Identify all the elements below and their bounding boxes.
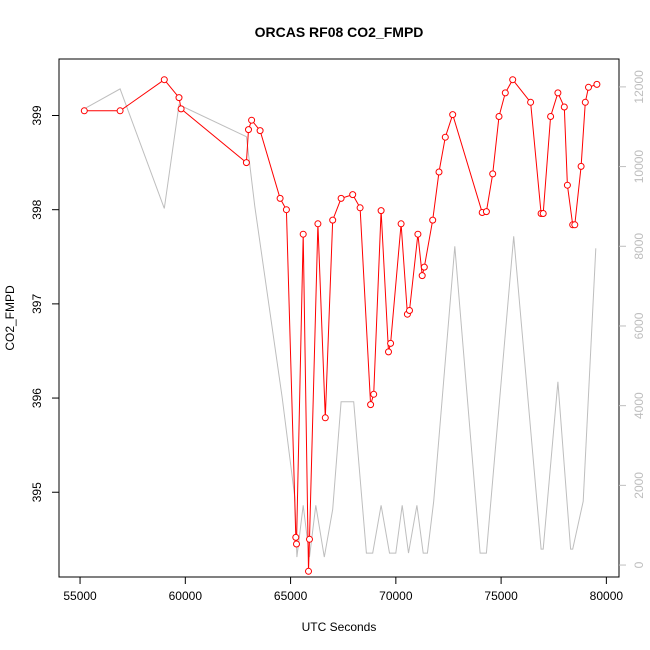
co2-point [242, 159, 250, 167]
co2-point [527, 98, 535, 106]
co2-point [441, 133, 449, 141]
x-tick-label: 55000 [63, 589, 97, 603]
co2-point [385, 348, 392, 356]
co2-point [387, 339, 395, 347]
y-left-tick-label: 399 [30, 105, 44, 125]
y-right-tick-label: 0 [632, 561, 646, 568]
x-tick-label: 60000 [169, 589, 203, 603]
y-right-tick-label: 8000 [632, 233, 646, 260]
co2-point [248, 116, 256, 124]
co2-point [547, 113, 555, 120]
co2-point [314, 220, 322, 228]
co2-point [349, 191, 357, 199]
co2-point [581, 98, 589, 106]
co2-point [292, 533, 300, 541]
co2-point [80, 107, 88, 115]
co2-point [175, 94, 183, 102]
y-left-tick-label: 396 [30, 388, 44, 408]
co2-point [245, 126, 252, 134]
co2-point [367, 401, 375, 409]
co2-point [282, 206, 290, 214]
x-tick-label: 70000 [379, 589, 413, 603]
co2-point [489, 170, 497, 178]
co2-point [418, 272, 426, 280]
y-right-tick-label: 4000 [632, 392, 646, 419]
co2-point [585, 83, 592, 91]
co2-point [593, 80, 601, 88]
co2-point [571, 221, 579, 229]
co2-point [306, 535, 313, 543]
co2-point [420, 263, 428, 271]
y-left-tick-label: 397 [30, 294, 44, 314]
co2-point [329, 216, 337, 224]
y-left-tick-label: 398 [30, 199, 44, 219]
x-tick-label: 80000 [590, 589, 624, 603]
y-right-tick-label: 12000 [632, 70, 646, 104]
co2-point [116, 107, 124, 115]
co2-point [554, 89, 562, 97]
co2-point [501, 89, 509, 97]
series-altitude [84, 88, 597, 558]
x-axis-label: UTC Seconds [302, 620, 377, 634]
co2-point [356, 204, 364, 212]
y-axis-right: 0 2000 4000 6000 8000 10000 12000 [619, 70, 646, 568]
co2-point [299, 230, 307, 238]
co2-point [337, 194, 345, 202]
co2-point [577, 162, 585, 170]
co2-point [560, 103, 568, 111]
y-axis-label: CO2_FMPD [3, 285, 17, 351]
y-left-tick-label: 395 [30, 482, 44, 502]
co2-point [435, 168, 443, 176]
x-tick-label: 65000 [274, 589, 308, 603]
co2-point [509, 76, 517, 84]
co2-point [495, 113, 503, 120]
co2-point [377, 207, 385, 215]
co2-point [482, 208, 490, 216]
co2-point [563, 181, 571, 189]
y-axis-left: 395 396 397 398 399 [30, 105, 59, 502]
series-co2 [80, 76, 601, 575]
co2-point [293, 540, 300, 548]
co2-point [177, 105, 185, 113]
altitude-line [84, 88, 597, 558]
co2-point [397, 220, 405, 228]
co2-point [370, 390, 378, 398]
x-tick-label: 75000 [484, 589, 518, 603]
co2-point [406, 307, 413, 314]
co2-point [414, 230, 422, 238]
co2-point [429, 216, 437, 224]
y-right-tick-label: 6000 [632, 312, 646, 339]
x-axis: 55000 60000 65000 70000 75000 80000 [63, 577, 623, 603]
co2-point [305, 567, 312, 575]
co2-point [276, 194, 284, 202]
co2-point [256, 127, 264, 135]
y-right-tick-label: 10000 [632, 150, 646, 184]
co2-line [84, 78, 598, 572]
y-right-tick-label: 2000 [632, 472, 646, 499]
co2-point [321, 414, 329, 422]
co2-point [539, 210, 547, 217]
plot-frame [58, 58, 620, 578]
chart-title: ORCAS RF08 CO2_FMPD [255, 24, 424, 40]
co2-point [160, 76, 168, 84]
co2-point [449, 111, 457, 119]
